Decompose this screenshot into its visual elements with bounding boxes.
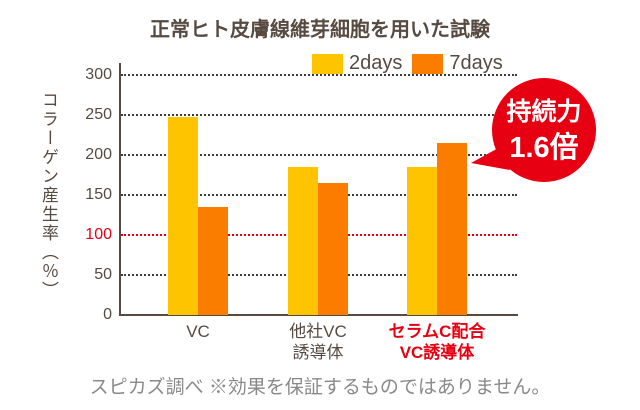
badge-shape xyxy=(471,78,596,182)
legend-item-2days: 2days xyxy=(312,52,402,75)
x-label-セラムC配合VC誘導体: セラムC配合 VC誘導体 xyxy=(362,321,512,363)
x-label-line: 誘導体 xyxy=(292,343,344,362)
y-tick-150: 150 xyxy=(85,186,112,203)
bar-2days-他社VC誘導体 xyxy=(288,167,318,315)
bar-2days-VC xyxy=(168,116,198,315)
bar-7days-セラムC配合VC誘導体 xyxy=(437,143,467,315)
chart-title: 正常ヒト皮膚線維芽細胞を用いた試験 xyxy=(150,19,490,41)
x-label-他社VC誘導体: 他社VC 誘導体 xyxy=(243,321,393,363)
legend-label-2days: 2days xyxy=(349,52,403,74)
legend: 2days 7days xyxy=(312,52,503,75)
gridline-300 xyxy=(121,74,517,76)
legend-swatch-7days xyxy=(412,53,444,74)
x-label-line: セラムC配合 xyxy=(388,322,486,341)
legend-label-7days: 7days xyxy=(449,52,503,74)
y-tick-50: 50 xyxy=(94,266,112,283)
badge-1-6x: 持続力 1.6倍 xyxy=(468,66,620,191)
y-axis-title: コラーゲン産生率（％） xyxy=(39,90,58,300)
legend-swatch-2days xyxy=(312,53,343,74)
badge-circle xyxy=(492,78,596,182)
y-tick-200: 200 xyxy=(85,146,112,163)
x-label-line: VC xyxy=(186,322,210,341)
x-axis-line xyxy=(119,314,518,316)
y-tick-100: 100 xyxy=(85,226,112,243)
y-tick-300: 300 xyxy=(85,66,112,83)
bar-2days-セラムC配合VC誘導体 xyxy=(407,167,437,315)
badge-line2: 1.6倍 xyxy=(509,132,579,164)
x-label-line: 他社VC xyxy=(289,322,347,341)
y-tick-250: 250 xyxy=(85,106,112,123)
bar-7days-VC xyxy=(198,207,228,315)
x-label-line: VC誘導体 xyxy=(399,343,475,362)
gridline-250 xyxy=(121,114,517,116)
y-tick-0: 0 xyxy=(103,306,112,323)
gridline-200 xyxy=(121,154,517,156)
footnote: スピカズ調べ ※効果を保証するものではありません。 xyxy=(89,377,551,398)
legend-item-7days: 7days xyxy=(412,52,503,75)
bar-7days-他社VC誘導体 xyxy=(318,183,348,315)
y-axis-line xyxy=(119,63,121,316)
badge-line1: 持続力 xyxy=(506,98,582,126)
x-label-VC: VC xyxy=(123,321,273,342)
